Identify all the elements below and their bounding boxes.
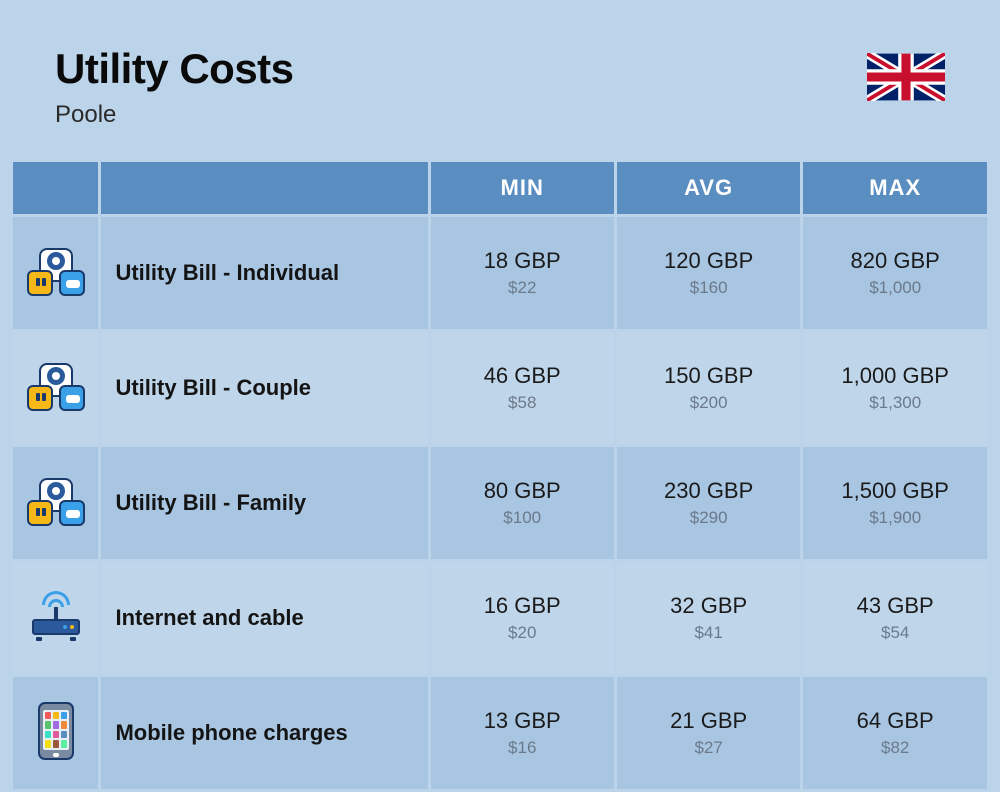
header-max: MAX	[803, 162, 987, 214]
min-secondary: $16	[431, 738, 614, 758]
costs-table: MIN AVG MAX Utility Bill - Individual18 …	[0, 159, 1000, 792]
table-row: Mobile phone charges13 GBP $1621 GBP $2764…	[13, 677, 987, 789]
phone-icon	[38, 702, 74, 760]
header-min: MIN	[431, 162, 614, 214]
row-min: 18 GBP $22	[431, 217, 614, 329]
max-secondary: $1,300	[803, 393, 987, 413]
row-avg: 120 GBP $160	[617, 217, 800, 329]
avg-secondary: $41	[617, 623, 800, 643]
row-icon-cell	[13, 677, 98, 789]
min-primary: 80 GBP	[431, 478, 614, 504]
row-min: 46 GBP $58	[431, 332, 614, 444]
utility-icon	[27, 246, 85, 296]
avg-secondary: $27	[617, 738, 800, 758]
router-icon	[28, 591, 84, 641]
row-max: 64 GBP $82	[803, 677, 987, 789]
row-label: Utility Bill - Individual	[101, 217, 427, 329]
uk-flag-icon	[867, 53, 945, 101]
row-min: 16 GBP $20	[431, 562, 614, 674]
avg-primary: 150 GBP	[617, 363, 800, 389]
max-secondary: $1,900	[803, 508, 987, 528]
utility-icon	[27, 361, 85, 411]
utility-icon	[27, 476, 85, 526]
max-primary: 64 GBP	[803, 708, 987, 734]
avg-secondary: $290	[617, 508, 800, 528]
min-primary: 16 GBP	[431, 593, 614, 619]
row-label: Mobile phone charges	[101, 677, 427, 789]
row-max: 1,500 GBP $1,900	[803, 447, 987, 559]
min-secondary: $20	[431, 623, 614, 643]
min-secondary: $22	[431, 278, 614, 298]
min-secondary: $58	[431, 393, 614, 413]
max-secondary: $54	[803, 623, 987, 643]
header-empty-label	[101, 162, 427, 214]
row-icon-cell	[13, 217, 98, 329]
header: Utility Costs Poole	[0, 0, 1000, 159]
page-subtitle: Poole	[55, 101, 294, 129]
max-secondary: $82	[803, 738, 987, 758]
max-primary: 43 GBP	[803, 593, 987, 619]
table-row: Utility Bill - Family80 GBP $100230 GBP $2…	[13, 447, 987, 559]
header-empty-icon	[13, 162, 98, 214]
title-block: Utility Costs Poole	[55, 45, 294, 129]
avg-primary: 120 GBP	[617, 248, 800, 274]
row-label: Utility Bill - Couple	[101, 332, 427, 444]
row-icon-cell	[13, 447, 98, 559]
avg-primary: 32 GBP	[617, 593, 800, 619]
max-primary: 1,000 GBP	[803, 363, 987, 389]
row-min: 13 GBP $16	[431, 677, 614, 789]
row-label: Utility Bill - Family	[101, 447, 427, 559]
row-max: 1,000 GBP $1,300	[803, 332, 987, 444]
table-row: Utility Bill - Individual18 GBP $22120 GB…	[13, 217, 987, 329]
page-title: Utility Costs	[55, 45, 294, 93]
max-secondary: $1,000	[803, 278, 987, 298]
row-avg: 21 GBP $27	[617, 677, 800, 789]
min-primary: 46 GBP	[431, 363, 614, 389]
min-primary: 18 GBP	[431, 248, 614, 274]
row-max: 43 GBP $54	[803, 562, 987, 674]
avg-primary: 230 GBP	[617, 478, 800, 504]
table-row: Internet and cable16 GBP $2032 GBP $4143 G…	[13, 562, 987, 674]
row-max: 820 GBP $1,000	[803, 217, 987, 329]
min-primary: 13 GBP	[431, 708, 614, 734]
max-primary: 1,500 GBP	[803, 478, 987, 504]
avg-secondary: $160	[617, 278, 800, 298]
row-avg: 150 GBP $200	[617, 332, 800, 444]
row-icon-cell	[13, 562, 98, 674]
min-secondary: $100	[431, 508, 614, 528]
row-min: 80 GBP $100	[431, 447, 614, 559]
header-avg: AVG	[617, 162, 800, 214]
row-avg: 230 GBP $290	[617, 447, 800, 559]
row-avg: 32 GBP $41	[617, 562, 800, 674]
row-icon-cell	[13, 332, 98, 444]
max-primary: 820 GBP	[803, 248, 987, 274]
table-header-row: MIN AVG MAX	[13, 162, 987, 214]
table-row: Utility Bill - Couple46 GBP $58150 GBP $20…	[13, 332, 987, 444]
row-label: Internet and cable	[101, 562, 427, 674]
avg-primary: 21 GBP	[617, 708, 800, 734]
avg-secondary: $200	[617, 393, 800, 413]
